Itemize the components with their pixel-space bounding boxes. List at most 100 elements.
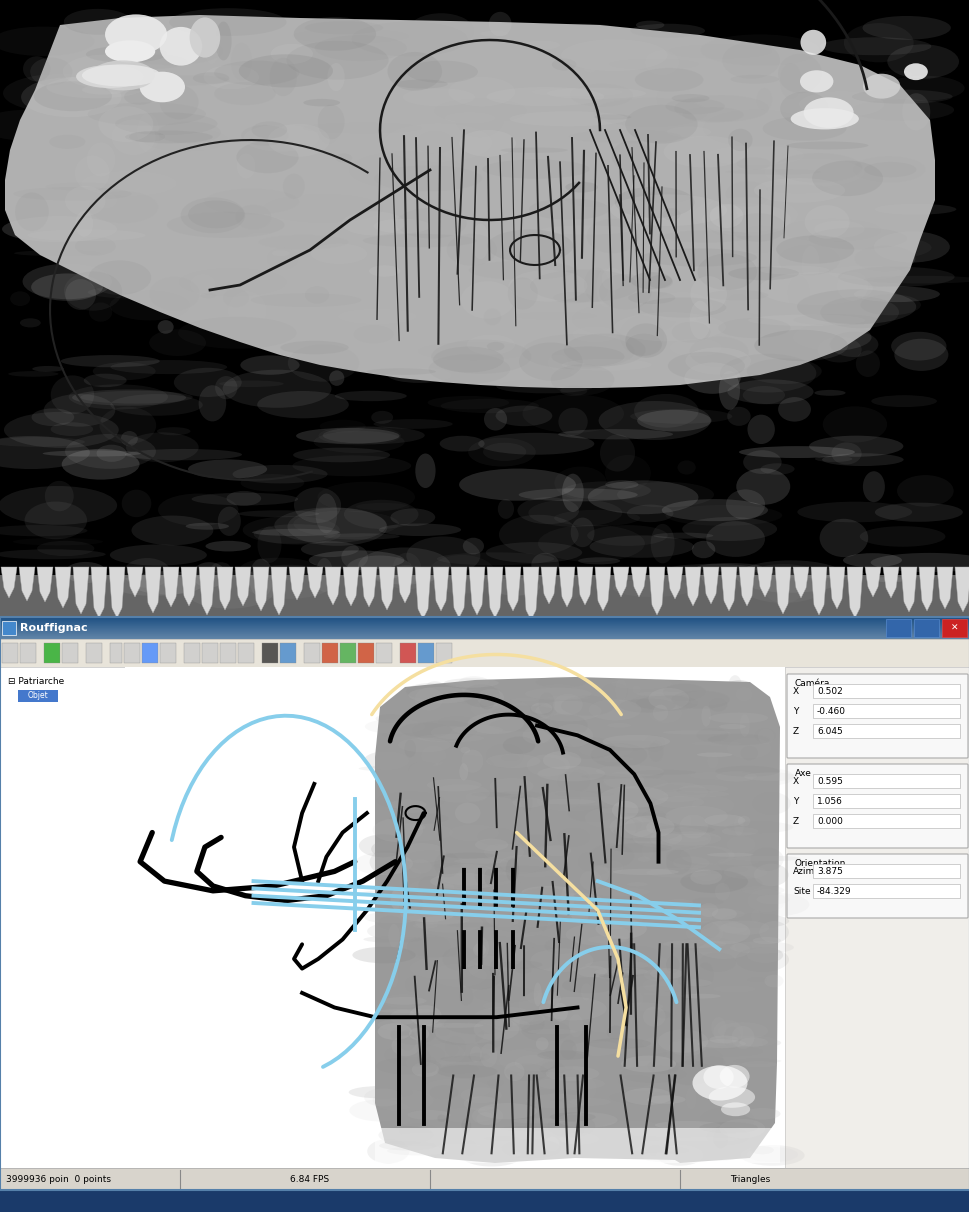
Ellipse shape <box>373 218 430 234</box>
Ellipse shape <box>105 15 167 55</box>
Ellipse shape <box>535 1037 548 1051</box>
Ellipse shape <box>728 267 798 280</box>
Ellipse shape <box>543 751 580 770</box>
Ellipse shape <box>315 558 332 593</box>
Ellipse shape <box>537 1051 589 1060</box>
Ellipse shape <box>514 313 596 320</box>
Ellipse shape <box>587 480 698 514</box>
Ellipse shape <box>412 1062 439 1077</box>
Ellipse shape <box>530 1088 580 1100</box>
Polygon shape <box>432 567 449 611</box>
Ellipse shape <box>573 899 641 907</box>
Ellipse shape <box>423 919 438 925</box>
Ellipse shape <box>44 394 115 427</box>
Polygon shape <box>270 567 287 614</box>
Ellipse shape <box>654 796 703 808</box>
Polygon shape <box>360 567 377 607</box>
Ellipse shape <box>598 381 675 387</box>
Bar <box>812 794 959 808</box>
Ellipse shape <box>484 1137 519 1140</box>
Ellipse shape <box>429 1085 458 1099</box>
FancyBboxPatch shape <box>786 854 967 917</box>
Ellipse shape <box>458 965 501 989</box>
Ellipse shape <box>384 124 492 161</box>
Ellipse shape <box>369 850 402 874</box>
Ellipse shape <box>440 1056 484 1062</box>
Ellipse shape <box>249 559 272 598</box>
Ellipse shape <box>348 1086 413 1098</box>
Ellipse shape <box>671 95 708 102</box>
Ellipse shape <box>408 879 454 894</box>
Ellipse shape <box>803 97 853 128</box>
Ellipse shape <box>349 1099 411 1121</box>
Ellipse shape <box>683 845 750 862</box>
Ellipse shape <box>621 1002 663 1011</box>
Ellipse shape <box>543 1040 561 1053</box>
Ellipse shape <box>773 153 861 183</box>
Ellipse shape <box>637 410 711 431</box>
Ellipse shape <box>666 956 678 973</box>
Ellipse shape <box>91 61 155 91</box>
Ellipse shape <box>578 558 619 565</box>
Ellipse shape <box>241 565 334 599</box>
Ellipse shape <box>512 797 544 807</box>
Bar <box>358 644 374 663</box>
Polygon shape <box>631 567 646 598</box>
Ellipse shape <box>157 427 190 435</box>
Ellipse shape <box>448 76 515 107</box>
Ellipse shape <box>553 743 573 754</box>
Ellipse shape <box>699 903 717 917</box>
Ellipse shape <box>328 371 344 385</box>
Ellipse shape <box>602 1121 660 1132</box>
Ellipse shape <box>76 65 143 88</box>
Ellipse shape <box>474 987 537 1002</box>
Ellipse shape <box>735 1021 749 1035</box>
Bar <box>202 644 218 663</box>
Ellipse shape <box>763 572 803 604</box>
Ellipse shape <box>397 738 451 753</box>
Ellipse shape <box>649 968 683 979</box>
Ellipse shape <box>98 73 166 93</box>
Ellipse shape <box>829 332 878 358</box>
Ellipse shape <box>190 274 215 295</box>
Ellipse shape <box>602 684 627 701</box>
Ellipse shape <box>75 236 115 256</box>
Ellipse shape <box>562 1054 573 1071</box>
Ellipse shape <box>472 802 511 818</box>
Ellipse shape <box>690 870 721 885</box>
Polygon shape <box>612 567 628 598</box>
Ellipse shape <box>711 908 736 920</box>
Ellipse shape <box>539 997 606 1021</box>
Ellipse shape <box>652 704 668 721</box>
Ellipse shape <box>586 219 638 253</box>
Ellipse shape <box>689 301 710 339</box>
Ellipse shape <box>697 753 732 758</box>
Ellipse shape <box>247 250 334 286</box>
Ellipse shape <box>820 38 930 56</box>
Polygon shape <box>127 567 142 598</box>
Ellipse shape <box>599 973 638 978</box>
Ellipse shape <box>239 558 319 581</box>
Ellipse shape <box>399 722 452 737</box>
Ellipse shape <box>453 725 503 734</box>
Text: 3999936 poin  0 points: 3999936 poin 0 points <box>6 1174 110 1183</box>
Ellipse shape <box>318 104 344 139</box>
Ellipse shape <box>665 806 727 827</box>
Ellipse shape <box>240 474 304 491</box>
Polygon shape <box>684 567 701 606</box>
Polygon shape <box>55 567 71 608</box>
Ellipse shape <box>614 837 623 842</box>
Ellipse shape <box>242 516 339 544</box>
Ellipse shape <box>14 251 100 256</box>
Ellipse shape <box>519 887 570 908</box>
Ellipse shape <box>591 865 609 882</box>
Ellipse shape <box>652 885 714 891</box>
Ellipse shape <box>351 22 467 57</box>
Ellipse shape <box>518 993 558 1016</box>
Ellipse shape <box>516 1071 566 1076</box>
Polygon shape <box>846 567 862 618</box>
Ellipse shape <box>485 87 604 107</box>
Ellipse shape <box>593 1109 619 1114</box>
Ellipse shape <box>721 827 758 835</box>
Ellipse shape <box>682 107 743 122</box>
